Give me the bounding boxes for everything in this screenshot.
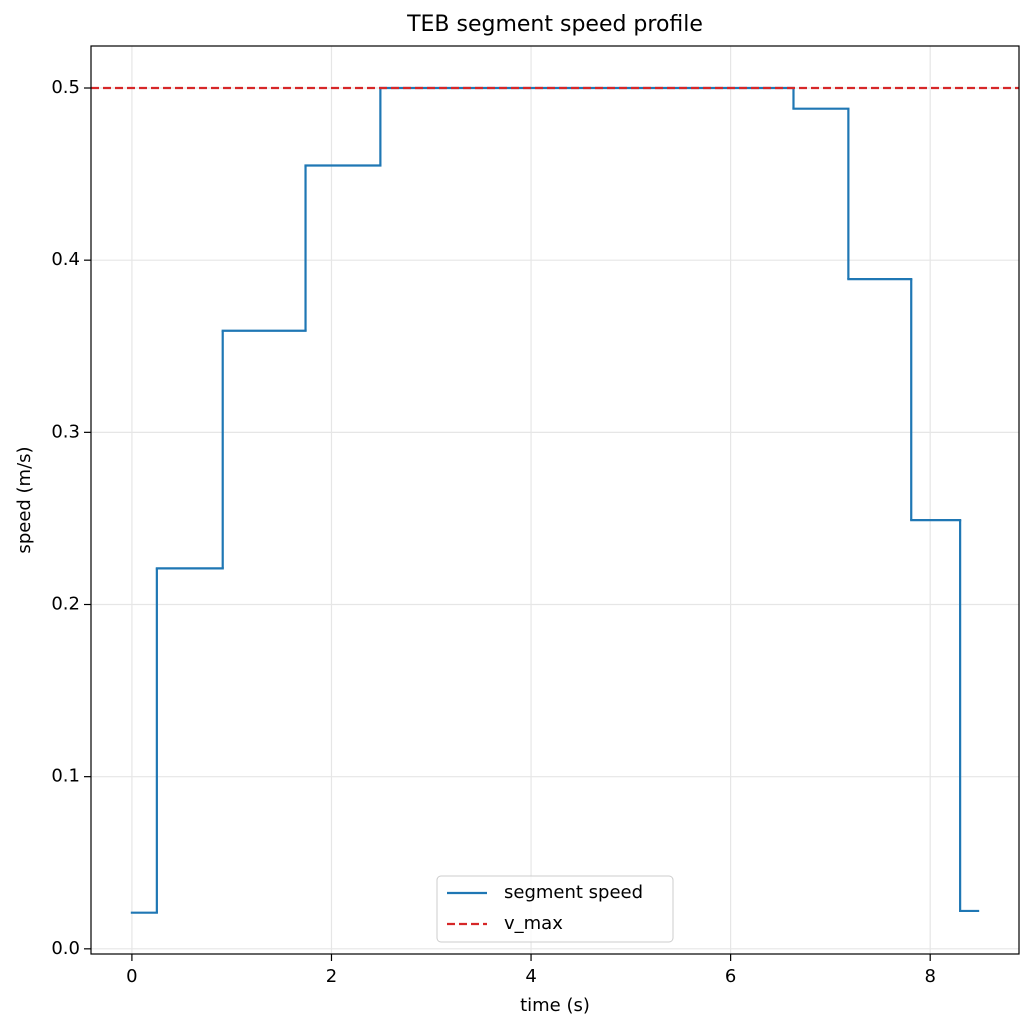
x-tick-label: 8	[924, 966, 935, 987]
legend-label: v_max	[504, 913, 563, 934]
legend: segment speed v_max	[436, 875, 674, 943]
legend-box	[436, 875, 674, 943]
x-tick-label: 0	[126, 966, 137, 987]
x-axis-label: time (s)	[520, 995, 590, 1016]
y-tick-label: 0.0	[51, 938, 80, 959]
y-tick-label: 0.5	[51, 77, 80, 98]
chart-title: TEB segment speed profile	[406, 12, 703, 37]
x-tick-label: 6	[725, 966, 736, 987]
y-axis-label: speed (m/s)	[14, 446, 35, 553]
plot-frame	[90, 45, 1020, 955]
x-tick-label: 2	[326, 966, 337, 987]
y-tick-label: 0.4	[51, 249, 80, 270]
y-tick-label: 0.2	[51, 594, 80, 615]
legend-label: segment speed	[504, 882, 643, 903]
y-tick-label: 0.3	[51, 421, 80, 442]
x-tick-label: 4	[525, 966, 536, 987]
y-tick-label: 0.1	[51, 766, 80, 787]
